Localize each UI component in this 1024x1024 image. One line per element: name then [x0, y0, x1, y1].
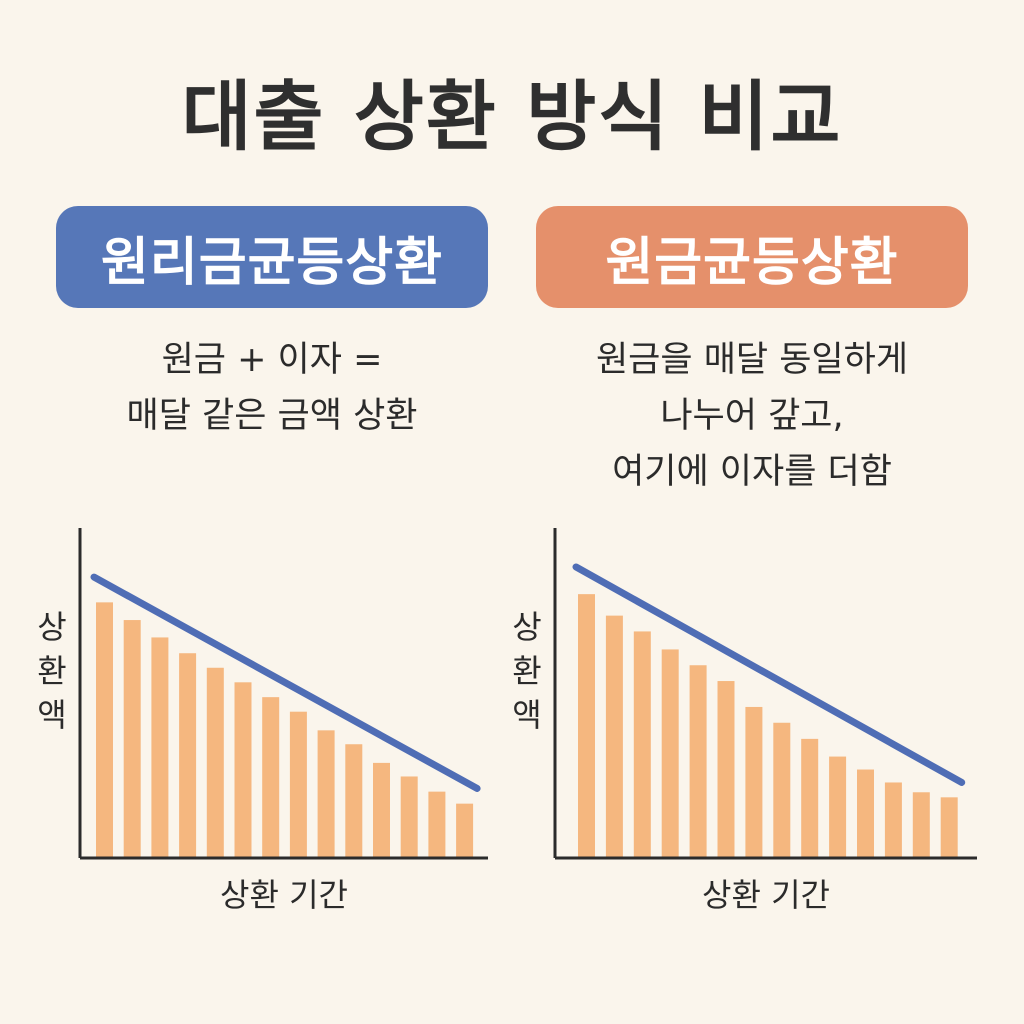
bar	[262, 697, 280, 858]
trend-line	[572, 563, 966, 786]
bar	[884, 782, 902, 858]
bar	[151, 637, 169, 858]
bar	[912, 792, 930, 858]
bar	[400, 776, 418, 858]
description-line: 매달 같은 금액 상환	[126, 396, 418, 436]
bar	[373, 762, 390, 858]
page-title: 대출 상환 방식 비교	[181, 72, 843, 161]
bar	[605, 615, 623, 858]
bar	[801, 738, 819, 858]
bar	[289, 711, 307, 858]
bar	[428, 791, 446, 858]
bar	[234, 682, 252, 858]
bar	[829, 756, 847, 858]
chart-equal-principal: 상 환 액상환 기간	[512, 528, 977, 914]
bar	[773, 722, 791, 858]
bar	[456, 803, 474, 858]
bar	[745, 706, 763, 858]
description-line: 나누어 갚고,	[660, 396, 844, 436]
bar	[123, 620, 141, 858]
chart-equal-payment: 상 환 액상환 기간	[37, 528, 488, 914]
method-badge-equal-payment: 원리금균등상환	[56, 206, 488, 308]
bar	[317, 730, 335, 858]
description-line: 원금 + 이자 =	[161, 340, 383, 380]
bar	[661, 649, 679, 858]
bar	[345, 744, 363, 858]
bar	[857, 769, 874, 858]
method-badge-equal-principal: 원금균등상환	[536, 206, 968, 308]
bar	[578, 594, 595, 858]
bar	[689, 665, 707, 858]
bar	[179, 653, 197, 858]
trend-line	[90, 573, 481, 792]
bar	[940, 797, 958, 858]
bar	[96, 602, 113, 858]
bar	[717, 681, 735, 858]
x-axis-label: 상환 기간	[220, 876, 348, 914]
description-equal-principal: 원금을 매달 동일하게 나누어 갚고, 여기에 이자를 더함	[536, 332, 968, 500]
description-line: 원금을 매달 동일하게	[595, 340, 909, 380]
x-axis-label: 상환 기간	[702, 876, 830, 914]
description-equal-payment: 원금 + 이자 = 매달 같은 금액 상환	[56, 332, 488, 444]
bar	[206, 667, 224, 858]
description-line: 여기에 이자를 더함	[612, 452, 892, 492]
bar	[633, 631, 651, 858]
